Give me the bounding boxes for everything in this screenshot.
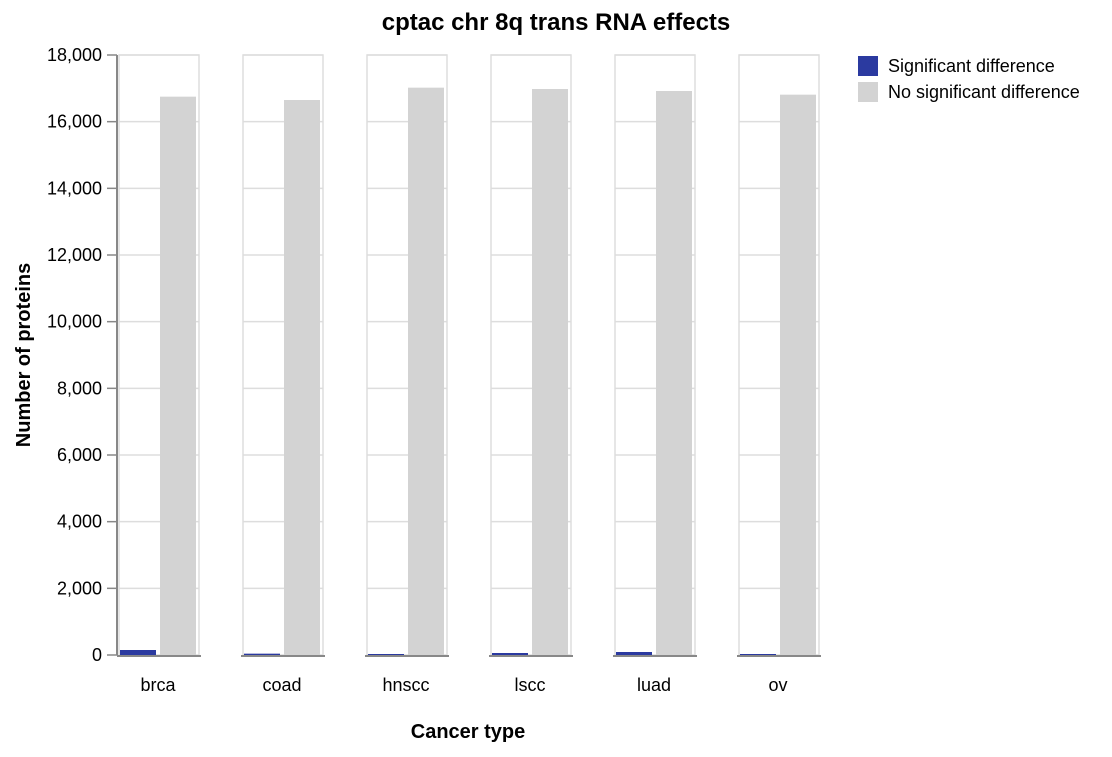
facet-panel-brca: brca [117,54,201,695]
category-label-brca: brca [140,675,176,695]
legend-label-not-significant: No significant difference [888,82,1080,102]
y-axis: 0 2,000 4,000 6,000 8,000 10,000 12,000 14,000 1… [47,45,118,665]
bar-ov-not-significant [780,94,816,655]
category-label-luad: luad [637,675,671,695]
bar-hnscc-not-significant [408,87,444,655]
category-label-ov: ov [768,675,787,695]
bar-luad-not-significant [656,91,692,655]
bar-brca-significant [120,650,156,655]
facet-panels: brca coad hnscc lscc luad ov [117,54,821,695]
bar-ov-significant [740,654,776,655]
y-tick-label: 8,000 [57,378,102,398]
bar-coad-significant [244,653,280,655]
category-label-hnscc: hnscc [382,675,429,695]
facet-panel-ov: ov [737,54,821,695]
y-tick-label: 16,000 [47,112,102,132]
bar-coad-not-significant [284,100,320,655]
category-label-lscc: lscc [515,675,546,695]
bar-brca-not-significant [160,96,196,655]
y-tick-label: 12,000 [47,245,102,265]
bar-lscc-significant [492,653,528,655]
y-tick-label: 10,000 [47,312,102,332]
facet-panel-luad: luad [613,54,697,695]
y-tick-label: 4,000 [57,512,102,532]
y-tick-label: 0 [92,645,102,665]
y-axis-title: Number of proteins [13,263,35,447]
y-tick-label: 14,000 [47,178,102,198]
bar-luad-significant [616,652,652,655]
legend-swatch-not-significant [858,82,878,102]
bar-hnscc-significant [368,654,404,655]
x-axis-title: Cancer type [411,721,526,743]
y-tick-label: 6,000 [57,445,102,465]
facet-panel-coad: coad [241,54,325,695]
legend-label-significant: Significant difference [888,56,1055,76]
legend-swatch-significant [858,56,878,76]
y-tick-label: 18,000 [47,45,102,65]
facet-panel-lscc: lscc [489,54,573,695]
category-label-coad: coad [262,675,301,695]
chart-title: cptac chr 8q trans RNA effects [382,9,731,36]
bar-lscc-not-significant [532,89,568,655]
legend: Significant difference No significant dif… [858,56,1080,102]
facet-panel-hnscc: hnscc [365,54,449,695]
y-tick-label: 2,000 [57,578,102,598]
